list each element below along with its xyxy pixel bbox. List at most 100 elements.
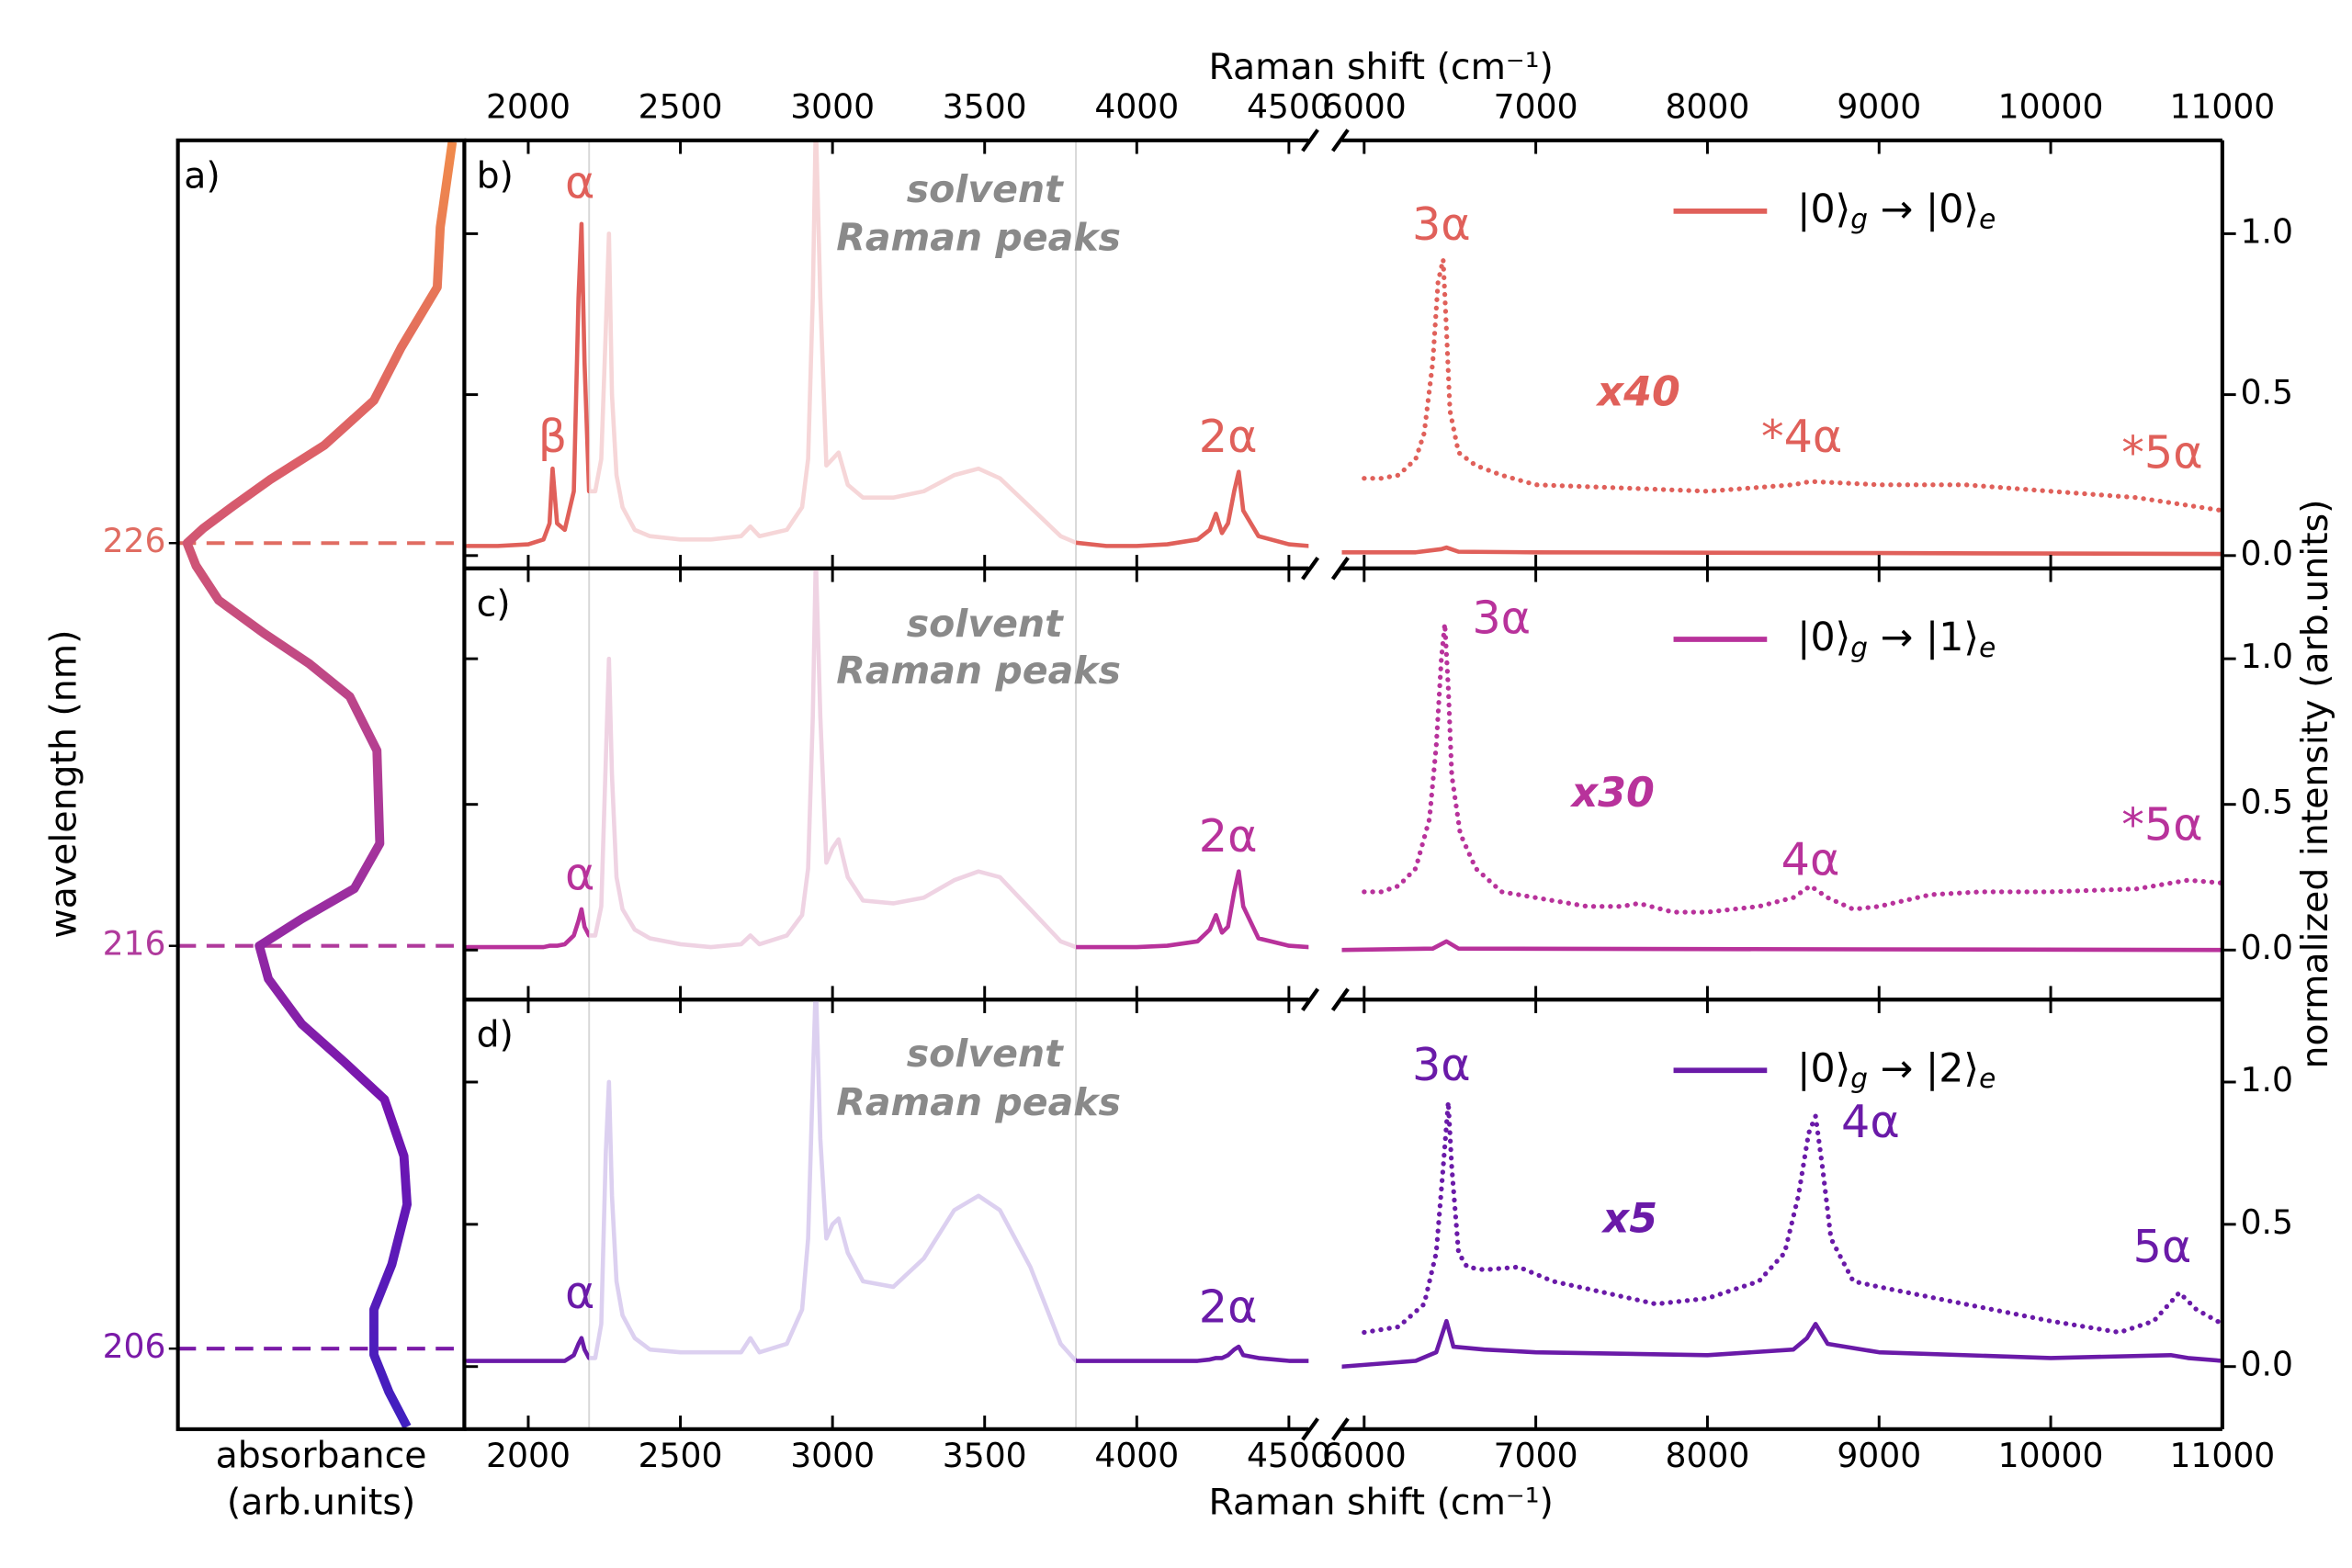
x-axis-label: Raman shift (cm⁻¹) (1208, 46, 1553, 88)
legend-text: ⟩ (1963, 186, 1979, 231)
break-mark (1330, 129, 1350, 152)
x-tick-label: 6000 (1322, 1436, 1407, 1475)
x-tick-label: 11000 (2169, 86, 2275, 126)
y-tick-label: 0.5 (2241, 783, 2293, 822)
legend-text (1868, 1045, 1881, 1091)
y-tick-label: 1.0 (2241, 211, 2293, 251)
legend-text: ⟩ (1963, 1045, 1979, 1091)
x-tick-label: 4000 (1094, 1436, 1179, 1475)
x-tick-label: 4500 (1247, 1436, 1331, 1475)
annotation: α (565, 847, 594, 900)
spectrum (1341, 1318, 2222, 1370)
legend-subscript: e (1979, 203, 1996, 234)
x-tick-label: 3500 (943, 1436, 1027, 1475)
legend-text: ⟩ (1836, 186, 1851, 231)
annotation: x40 (1596, 369, 1680, 416)
break-mark (1330, 1417, 1350, 1441)
spectrum-faded (589, 568, 1077, 950)
x-tick-label: 8000 (1665, 86, 1749, 126)
annotation: solvent (907, 167, 1064, 211)
annotation: 2α (1199, 809, 1258, 863)
panel-label: a) (184, 154, 220, 197)
y-tick-label: 206 (103, 1326, 166, 1366)
annotation: *4α (1761, 410, 1842, 463)
y-tick-label: 0.0 (2241, 928, 2293, 967)
break-mark (1330, 557, 1350, 581)
x-tick-label: 4000 (1094, 86, 1179, 126)
legend-text (1913, 186, 1926, 231)
panel-label: d) (477, 1014, 514, 1056)
break-mark (1301, 1417, 1319, 1441)
legend-text: 1 (1939, 614, 1963, 660)
legend-text: 0 (1810, 1045, 1835, 1091)
x-tick-label: 10000 (1998, 1436, 2104, 1475)
x-tick-label: 9000 (1837, 1436, 1921, 1475)
annotation: Raman peaks (836, 215, 1121, 259)
break-mark (1301, 557, 1319, 581)
annotation: 4α (1841, 1095, 1900, 1148)
annotation: 2α (1199, 410, 1258, 463)
x-tick-label: 2500 (639, 86, 723, 126)
legend-text: | (1797, 1045, 1810, 1091)
annotation: α (565, 155, 594, 209)
x-tick-label: 11000 (2169, 1436, 2275, 1475)
legend-label: |0⟩g → |2⟩e (1797, 1045, 1996, 1094)
annotation: 3α (1472, 591, 1531, 644)
y-tick-label: 216 (103, 924, 166, 964)
x-tick-label: 3000 (790, 1436, 875, 1475)
x-tick-label: 7000 (1494, 86, 1578, 126)
x-tick-label: 4500 (1247, 86, 1331, 126)
legend-subscript: e (1979, 631, 1996, 662)
panel-label: b) (477, 154, 514, 197)
panel-label: c) (477, 582, 511, 625)
legend-text: ⟩ (1836, 1045, 1851, 1091)
annotation: 4α (1781, 833, 1840, 886)
x-tick-label: 6000 (1322, 86, 1407, 126)
spectrum-magnified (1362, 621, 2222, 915)
y-tick-label: 1.0 (2241, 1060, 2293, 1100)
x-tick-label: 7000 (1494, 1436, 1578, 1475)
spectrum-faded (589, 140, 1077, 546)
y-tick-label: 226 (103, 521, 166, 560)
y-tick-label: 0.5 (2241, 1202, 2293, 1242)
x-axis-label: (arb.units) (227, 1481, 415, 1523)
x-tick-label: 2000 (486, 1436, 571, 1475)
y-tick-label: 0.0 (2241, 534, 2293, 573)
x-tick-label: 10000 (1998, 86, 2104, 126)
legend-text: | (1797, 614, 1810, 660)
break-mark (1330, 987, 1350, 1011)
legend-label: |0⟩g → |0⟩e (1797, 186, 1996, 234)
legend-text: | (1926, 186, 1939, 231)
y-axis-label: wavelength (nm) (43, 630, 85, 939)
legend-subscript: e (1979, 1063, 1996, 1094)
legend-text: → (1881, 614, 1914, 660)
x-tick-label: 2000 (486, 86, 571, 126)
annotation: *5α (2121, 798, 2202, 852)
legend-subscript: g (1850, 631, 1868, 662)
legend-label: |0⟩g → |1⟩e (1797, 614, 1996, 662)
x-axis-label: Raman shift (cm⁻¹) (1208, 1481, 1553, 1523)
annotation: Raman peaks (836, 1080, 1121, 1124)
y-tick-label: 0.5 (2241, 373, 2293, 412)
break-mark (1301, 987, 1319, 1011)
annotation: 5α (2133, 1220, 2192, 1273)
legend-text: | (1926, 614, 1939, 660)
legend-text: ⟩ (1963, 614, 1979, 660)
x-axis-label: absorbance (216, 1435, 427, 1477)
x-tick-label: 8000 (1665, 1436, 1749, 1475)
legend-text: → (1881, 1045, 1914, 1091)
annotation: solvent (907, 602, 1064, 646)
spectrum-magnified (1362, 256, 2222, 513)
y-tick-label: 0.0 (2241, 1345, 2293, 1384)
legend-text: | (1926, 1045, 1939, 1091)
x-tick-label: 2500 (639, 1436, 723, 1475)
legend-text: | (1797, 186, 1810, 231)
legend-text: 0 (1810, 614, 1835, 660)
annotation: solvent (907, 1032, 1064, 1076)
legend-text: → (1881, 186, 1914, 231)
legend-subscript: g (1850, 1063, 1868, 1094)
x-tick-label: 9000 (1837, 86, 1921, 126)
